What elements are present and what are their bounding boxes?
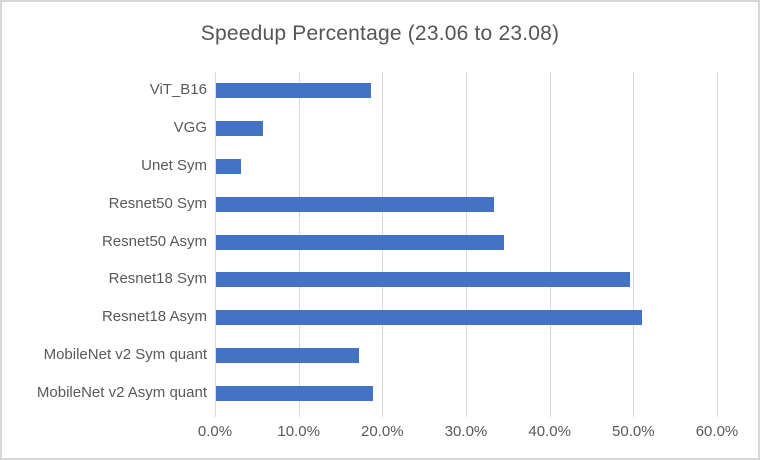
bar [216,234,504,250]
category-label: Resnet50 Asym [101,232,207,250]
chart-title: Speedup Percentage (23.06 to 23.08) [200,22,560,45]
bar [216,347,360,363]
gridline [633,72,635,417]
bar [216,83,371,99]
bar [216,196,494,212]
bar [216,385,374,401]
category-label: MobileNet v2 Sym quant [43,345,207,363]
x-tick-label: 40.0% [528,423,571,440]
category-label: Unet Sym [141,156,207,174]
category-label: VGG [173,119,207,137]
category-label: Resnet50 Sym [108,194,207,212]
bar [216,121,263,137]
category-label: MobileNet v2 Asym quant [36,383,207,401]
category-label: Resnet18 Asym [101,308,207,326]
x-tick-label: 60.0% [695,423,739,440]
x-tick-label: 20.0% [361,423,404,440]
gridline [717,72,718,417]
category-label: Resnet18 Sym [108,270,207,288]
x-tick-label: 10.0% [277,423,320,440]
bar [216,158,242,174]
bar [216,272,631,288]
gridline [549,72,551,417]
x-tick-label: 0.0% [197,423,233,440]
category-label: ViT_B16 [149,81,207,99]
x-tick-label: 30.0% [444,423,488,440]
category-axis-line [215,72,216,417]
bar [216,310,642,326]
plot-area [215,72,718,417]
x-tick-label: 50.0% [612,423,655,440]
